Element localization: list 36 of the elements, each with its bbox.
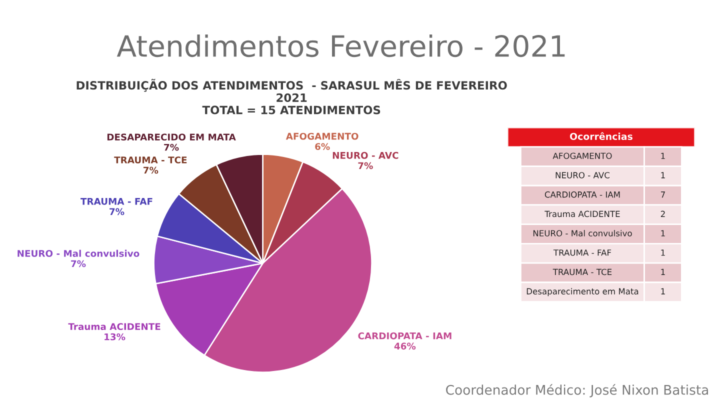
category-label: Trauma ACIDENTE (544, 210, 620, 218)
chart-title: Atendimentos Fevereiro - 2021 (116, 34, 565, 58)
data-label: 7 (661, 192, 665, 198)
slice-label: Trauma ACIDENTE (68, 323, 160, 330)
category-label: NEURO - Mal convulsivo (533, 230, 632, 236)
data-label: 7% (144, 166, 158, 174)
data-label: 13% (104, 333, 126, 340)
slice-label: NEURO - AVC (332, 152, 398, 159)
data-label: 1 (661, 268, 665, 275)
data-label: 1 (661, 250, 665, 256)
slice-label: TRAUMA - TCE (114, 156, 187, 164)
text: Ocorrências (570, 132, 632, 140)
slice-label: NEURO - Mal convulsivo (18, 250, 140, 257)
slice-label: TRAUMA - FAF (80, 198, 152, 205)
data-label: 1 (661, 172, 665, 178)
data-label: 1 (661, 230, 665, 236)
data-label: 1 (661, 152, 665, 159)
category-label: CARDIOPATA - IAM (544, 191, 620, 198)
data-label: 1 (661, 288, 665, 294)
slice-label: AFOGAMENTO (286, 132, 358, 140)
category-label: AFOGAMENTO (552, 152, 612, 160)
category-label: NEURO - AVC (556, 172, 610, 178)
data-label: 7% (110, 208, 124, 216)
chart-subtitle: DISTRIBUIÇÃO DOS ATENDIMENTOS - SARASUL MÊS DE FEVEREIRO 2021 TOTAL = 15 ATENDIMENTOS (76, 78, 507, 114)
slice-label: CARDIOPATA - IAM (358, 332, 452, 340)
category-label: Desaparecimento em Mata (526, 288, 638, 296)
category-label: TRAUMA - FAF (553, 250, 612, 256)
data-label: 46% (394, 342, 416, 350)
data-label: 6% (315, 143, 330, 150)
data-label: 7% (71, 260, 86, 268)
text: Coordenador Médico: José Nixon Batista (446, 384, 708, 398)
data-label: 7% (164, 144, 179, 151)
data-label: 7% (358, 162, 373, 170)
data-label: 2 (660, 210, 665, 217)
category-label: TRAUMA - TCE (552, 268, 612, 276)
slice-label: DESAPARECIDO EM MATA (107, 134, 236, 141)
